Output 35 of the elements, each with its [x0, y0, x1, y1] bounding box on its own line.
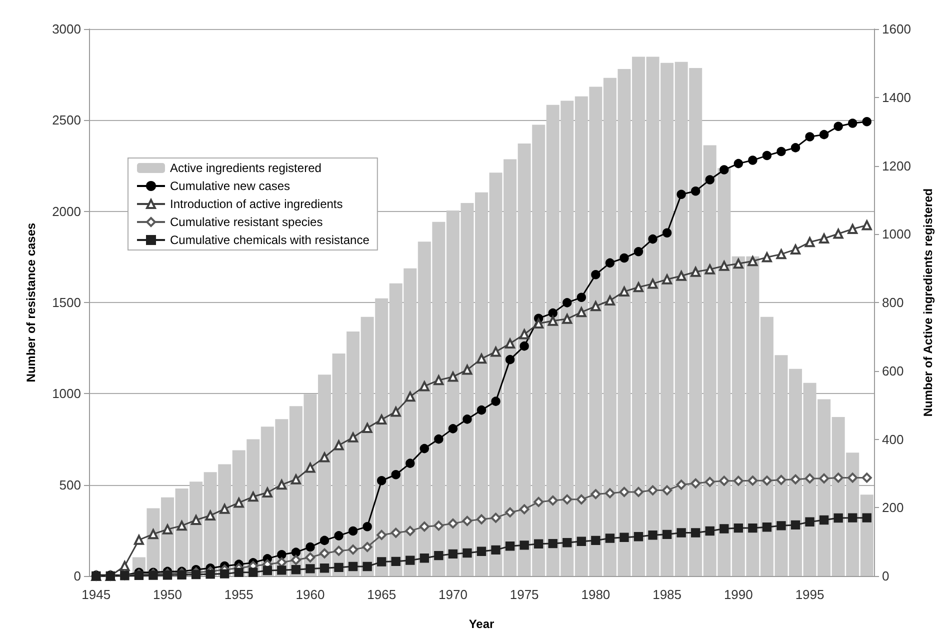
y-tick-label: 500 — [59, 477, 81, 492]
y2-tick-label: 1600 — [882, 22, 911, 36]
y2-tick-label: 200 — [882, 500, 904, 516]
y2-tick-label: 600 — [882, 363, 904, 378]
x-tick-label: 1970 — [438, 587, 468, 602]
y2-tick-label: 800 — [882, 295, 904, 310]
x-axis-title: Year — [468, 617, 495, 631]
y2-tick-label: 1000 — [882, 226, 911, 242]
y-tick-label: 0 — [74, 568, 81, 584]
x-tick-label: 1995 — [795, 587, 824, 602]
x-tick-label: 1975 — [510, 587, 539, 602]
y-tick-label: 2000 — [52, 204, 81, 219]
y-tick-label: 3000 — [52, 22, 81, 36]
y2-tick-label: 1400 — [882, 90, 911, 105]
x-tick-label: 1985 — [652, 587, 682, 602]
x-tick-label: 1965 — [367, 587, 396, 602]
y-tick-label: 2500 — [52, 112, 81, 128]
x-tick-label: 1980 — [581, 587, 610, 602]
x-tick-label: 1945 — [82, 587, 111, 602]
y-tick-label: 1500 — [52, 295, 81, 310]
y-tick-label: 1000 — [52, 386, 81, 402]
legend-label: Cumulative new cases — [170, 179, 290, 193]
legend-label: Active ingredients registered — [170, 161, 322, 175]
y2-tick-label: 0 — [882, 568, 890, 584]
legend-label: Cumulative resistant species — [170, 215, 323, 229]
x-tick-label: 1955 — [224, 587, 254, 602]
y-axis-title: Number of resistance cases — [24, 222, 38, 382]
x-tick-label: 1950 — [153, 587, 182, 602]
legend-label: Introduction of active ingredients — [170, 197, 343, 211]
x-tick-label: 1990 — [724, 587, 753, 602]
y2-tick-label: 400 — [882, 432, 904, 447]
y2-tick-label: 1200 — [882, 158, 911, 174]
y2-axis-title: Number of Active ingredients registered — [921, 188, 935, 417]
legend-label: Cumulative chemicals with resistance — [170, 233, 370, 247]
x-tick-label: 1960 — [296, 587, 325, 602]
